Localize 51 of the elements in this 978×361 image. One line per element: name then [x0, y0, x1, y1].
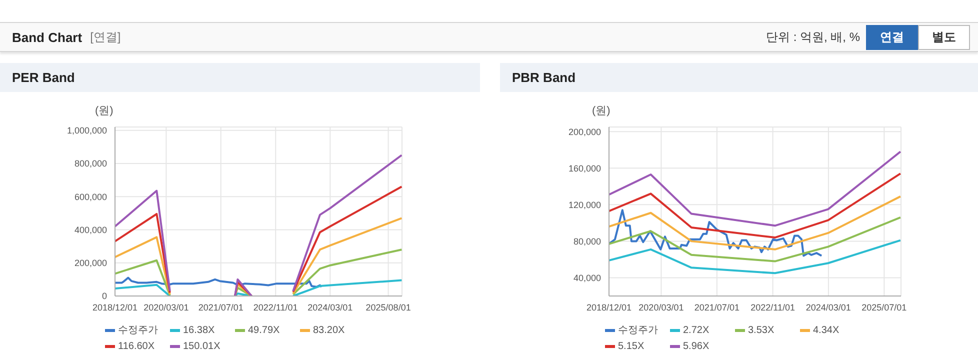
y-tick-label: 0	[102, 291, 107, 302]
legend-label: 4.34X	[812, 324, 840, 338]
x-tick-label: 2024/03/01	[806, 302, 851, 312]
text: 별도	[918, 24, 970, 50]
x-tick-label: 2018/12/01	[586, 302, 632, 312]
x-tick-label: 2024/03/01	[308, 302, 353, 312]
x-tick-label: 2021/07/01	[694, 302, 740, 312]
y-tick-label: 160,000	[568, 163, 601, 174]
x-tick-label: 2020/03/01	[638, 302, 684, 312]
legend-label: 150.01X	[182, 340, 222, 354]
text: [연결]	[90, 28, 121, 46]
y-tick-label: 40,000	[573, 272, 601, 283]
y-tick-label: 600,000	[74, 192, 107, 202]
x-tick-label: 2022/11/01	[750, 302, 795, 312]
x-tick-label: 2021/07/01	[198, 302, 244, 312]
x-tick-label: 2025/08/01	[366, 302, 411, 312]
line-series	[609, 195, 901, 250]
x-tick-label: 2022/11/01	[253, 302, 298, 312]
legend-label: 16.38X	[182, 324, 216, 338]
legend-label: 5.96X	[682, 340, 710, 354]
legend-label: 49.79X	[247, 324, 281, 338]
y-axis-title: (원)	[592, 104, 610, 118]
y-tick-label: 200,000	[568, 126, 601, 137]
x-tick-label: 2020/03/01	[144, 302, 189, 312]
legend-label: 3.53X	[747, 324, 776, 338]
legend-label: 83.20X	[312, 324, 346, 338]
legend-label: 2.72X	[682, 324, 710, 338]
text: Band Chart	[12, 30, 82, 44]
line-series	[609, 209, 823, 257]
line-series	[609, 172, 901, 239]
line-series	[115, 276, 323, 288]
legend-label: 5.15X	[617, 340, 646, 354]
chart-title: PER Band	[0, 63, 480, 92]
y-tick-label: 400,000	[74, 224, 107, 235]
x-tick-label: 2018/12/01	[92, 302, 138, 312]
text: 연결	[866, 24, 918, 50]
x-tick-label: 2025/07/01	[862, 302, 907, 312]
line-series	[609, 150, 901, 227]
y-tick-label: 200,000	[74, 258, 107, 268]
legend-label: 수정주가	[117, 324, 159, 338]
y-tick-label: 800,000	[74, 158, 107, 169]
line-series	[609, 216, 901, 262]
text: 단위 : 억원, 배, %	[766, 28, 860, 46]
legend-label: 수정주가	[617, 324, 659, 338]
chart-title: PBR Band	[500, 63, 978, 92]
y-axis-title: (원)	[95, 104, 114, 118]
y-tick-label: 1,000,000	[66, 126, 107, 136]
y-tick-label: 120,000	[568, 200, 601, 210]
line-series	[609, 239, 901, 274]
y-tick-label: 80,000	[573, 236, 601, 246]
legend-label: 116.60X	[117, 340, 156, 354]
